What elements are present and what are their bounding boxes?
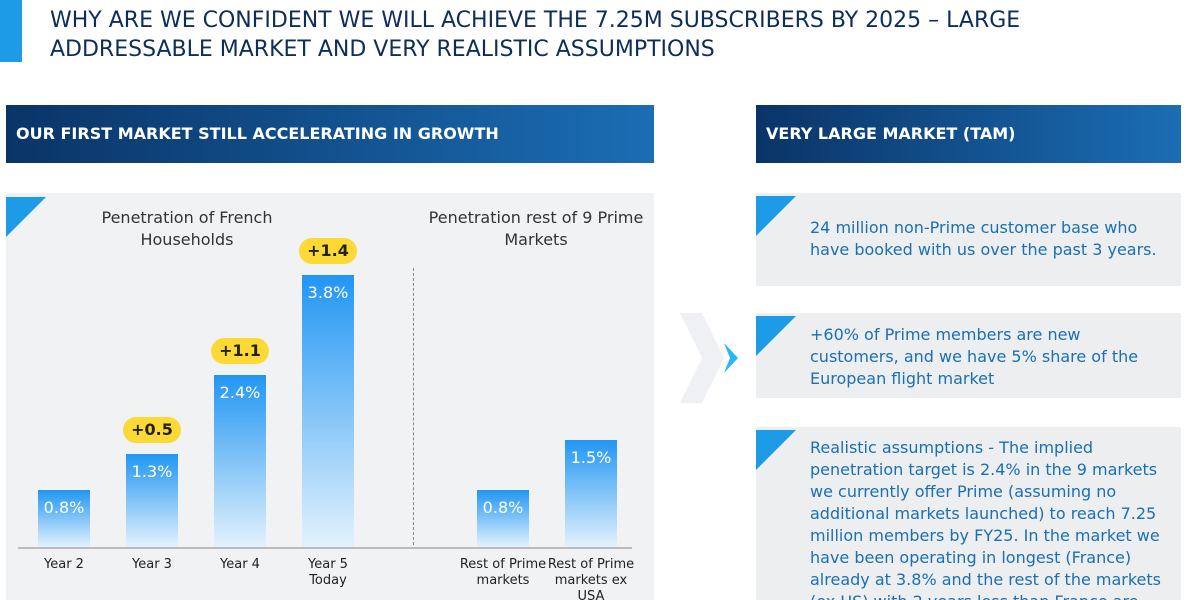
panel-heading: VERY LARGE MARKET (TAM) xyxy=(756,105,1181,163)
x-tick-label: Rest of Prime markets xyxy=(459,557,547,588)
slide-title: WHY ARE WE CONFIDENT WE WILL ACHIEVE THE… xyxy=(50,8,1021,62)
x-tick-label: Year 2 xyxy=(44,557,84,572)
card-text: Realistic assumptions - The implied pene… xyxy=(810,438,1161,600)
info-card: +60% of Prime members are new customers,… xyxy=(756,313,1181,398)
bar: 3.8% xyxy=(302,275,354,547)
value-label: 1.3% xyxy=(131,462,173,482)
increment-badge: +1.4 xyxy=(299,238,357,265)
info-card: 24 million non-Prime customer base who h… xyxy=(756,193,1181,286)
panel-heading: OUR FIRST MARKET STILL ACCELERATING IN G… xyxy=(6,105,654,163)
baseline xyxy=(18,547,632,549)
bar: 1.3% xyxy=(126,454,178,547)
value-label: 1.5% xyxy=(570,447,612,467)
bar: 0.8% xyxy=(38,489,90,547)
bar: 0.8% xyxy=(477,489,529,547)
value-label: 2.4% xyxy=(219,383,261,403)
value-label: 0.8% xyxy=(43,497,85,517)
bar: 2.4% xyxy=(214,375,266,547)
x-tick-label: Year 3 xyxy=(132,557,172,572)
chevron xyxy=(680,313,738,403)
chart-title: Penetration of French Households xyxy=(101,208,273,249)
card-text: +60% of Prime members are new customers,… xyxy=(810,325,1139,388)
value-label: 3.8% xyxy=(307,283,349,303)
slide-marker xyxy=(0,0,22,62)
increment-badge: +1.1 xyxy=(211,338,269,365)
divider xyxy=(413,268,414,545)
increment-badge: +0.5 xyxy=(123,417,181,444)
info-card: Realistic assumptions - The implied pene… xyxy=(756,427,1181,600)
chart-title: Penetration rest of 9 Prime Markets xyxy=(428,208,644,249)
x-tick-label: Rest of Prime markets ex USA xyxy=(547,557,635,600)
x-tick-label: Year 4 xyxy=(220,557,260,572)
card-text: 24 million non-Prime customer base who h… xyxy=(810,218,1157,259)
bar: 1.5% xyxy=(565,439,617,547)
corner-accent xyxy=(6,197,46,237)
value-label: 0.8% xyxy=(482,497,524,517)
x-tick-label: Year 5 Today xyxy=(308,557,348,588)
